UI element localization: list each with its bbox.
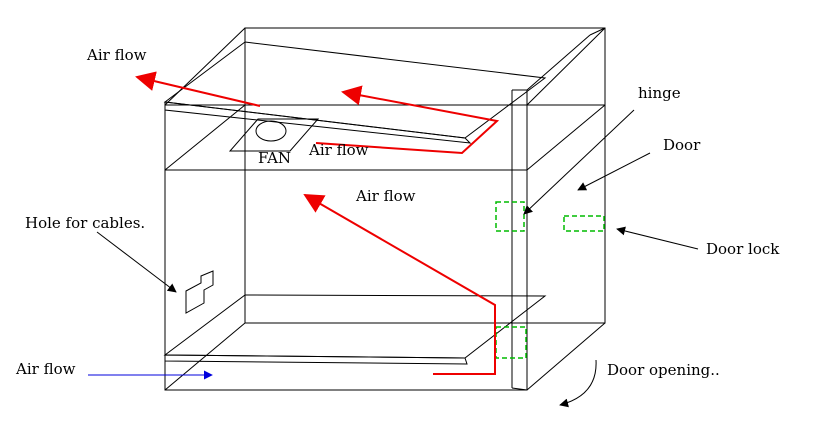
air-flow-label-top-left: Air flow [86, 46, 147, 64]
hinge-label: hinge [638, 84, 681, 102]
fan-icon [255, 120, 287, 142]
top-shelf [163, 41, 547, 144]
hinge-lower-icon [495, 326, 527, 359]
door-opening-label: Door opening.. [607, 361, 720, 379]
fan-plate [228, 118, 320, 152]
air-path-exhaust [135, 71, 261, 107]
hinge-arrow [523, 109, 635, 215]
door-label: Door [663, 136, 701, 154]
pointer-arrows [96, 109, 699, 408]
air-flow-label-bottom: Air flow [15, 360, 76, 378]
door-lock-arrow [616, 226, 699, 250]
cable-hole-label: Hole for cables. [25, 214, 145, 232]
door-lock-label: Door lock [706, 240, 780, 258]
air-flow-label-fan: Air flow [308, 141, 369, 159]
cable-hole [185, 270, 214, 314]
door-opening-arrow [559, 359, 597, 408]
air-path [135, 71, 500, 375]
bottom-shelf [163, 294, 547, 365]
cable-hole-arrow [96, 231, 177, 293]
air-path-top [315, 85, 500, 155]
air-flow-label-middle: Air flow [355, 187, 416, 205]
fan-label: FAN [258, 149, 291, 167]
fan [228, 118, 320, 152]
hinge-upper-icon [495, 201, 525, 232]
air-path-lower [303, 193, 496, 375]
door-arrow [577, 152, 651, 191]
door-lock-icon [563, 215, 605, 232]
door-panel [511, 27, 606, 391]
